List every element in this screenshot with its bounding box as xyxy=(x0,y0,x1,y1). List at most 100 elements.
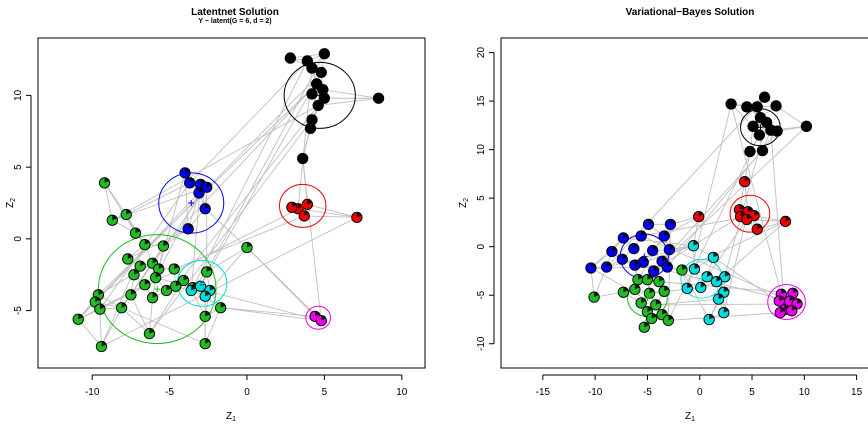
network-edge xyxy=(204,307,222,344)
network-edge xyxy=(220,307,316,317)
network-edge xyxy=(104,182,136,234)
network-edge xyxy=(775,105,807,127)
cluster-center-mark xyxy=(299,202,306,209)
node-wedge xyxy=(649,288,655,294)
network-edge xyxy=(246,247,322,321)
node-wedge xyxy=(189,177,195,183)
node-wedge xyxy=(121,302,127,308)
network-node xyxy=(753,129,765,141)
network-edge xyxy=(174,215,305,270)
cluster-circle-magenta xyxy=(305,305,332,330)
network-node xyxy=(800,120,813,132)
network-node xyxy=(725,98,737,110)
network-edge xyxy=(220,307,322,322)
node-wedge xyxy=(762,145,768,151)
node-wedge xyxy=(623,287,629,293)
network-node xyxy=(184,177,196,189)
chart-title: Variational−Bayes Solution xyxy=(626,7,755,18)
y-axis: -5 0 5 10 xyxy=(13,89,32,315)
cluster-circle-black xyxy=(283,61,356,129)
node-layer xyxy=(72,48,385,353)
network-node xyxy=(774,307,786,319)
network-node xyxy=(658,285,670,297)
node-wedge xyxy=(784,304,790,310)
cluster-circle-layer xyxy=(97,61,356,345)
variational-bayes-panel: Variational−Bayes Solution -15 -10 -5 0 5 10 1… xyxy=(458,7,868,423)
node-wedge xyxy=(644,322,650,328)
network-node xyxy=(301,198,314,211)
network-node xyxy=(588,291,600,303)
cluster-center-mark xyxy=(154,286,161,293)
network-node xyxy=(134,260,146,272)
x-axis-label: Z1 xyxy=(226,411,236,423)
y-axis: -10 -5 0 5 10 15 20 xyxy=(476,47,495,351)
y-tick-label: 0 xyxy=(13,236,24,242)
node-wedge xyxy=(785,216,791,222)
y-tick-label: 10 xyxy=(13,89,24,101)
node-wedge xyxy=(687,283,692,289)
node-wedge xyxy=(304,210,310,216)
network-node xyxy=(304,122,317,135)
y-axis-label: Z2 xyxy=(5,198,17,208)
network-node xyxy=(149,271,162,284)
node-wedge xyxy=(757,224,763,230)
x-axis-label: Z1 xyxy=(685,411,695,423)
node-wedge xyxy=(191,285,197,291)
node-wedge xyxy=(163,240,169,247)
network-node xyxy=(662,314,675,327)
network-node xyxy=(286,201,298,213)
node-wedge xyxy=(746,101,752,107)
network-edge xyxy=(655,298,719,306)
node-wedge xyxy=(206,266,212,272)
node-wedge xyxy=(789,295,795,302)
node-wedge xyxy=(698,211,704,217)
network-node xyxy=(758,91,771,103)
node-wedge xyxy=(647,306,653,312)
node-wedge xyxy=(135,227,141,234)
node-wedge xyxy=(651,313,657,319)
network-node xyxy=(185,284,197,297)
network-edge xyxy=(322,89,379,99)
cluster-center-mark xyxy=(641,253,648,260)
network-node xyxy=(661,261,673,273)
network-edge xyxy=(175,105,319,287)
network-node xyxy=(744,145,756,158)
network-node xyxy=(201,181,213,193)
network-node xyxy=(650,299,662,311)
node-wedge xyxy=(590,262,596,269)
y-tick-label: 10 xyxy=(476,144,487,156)
network-edge xyxy=(663,216,699,237)
plot-area-frame xyxy=(500,37,868,369)
network-node xyxy=(115,302,128,314)
network-node xyxy=(693,210,705,223)
network-edge xyxy=(112,105,319,221)
node-wedge xyxy=(311,88,317,94)
network-node xyxy=(177,274,190,287)
node-wedge xyxy=(112,215,118,221)
network-node xyxy=(201,266,213,278)
node-wedge xyxy=(198,187,204,193)
network-node xyxy=(645,312,658,325)
network-node xyxy=(617,286,630,298)
cluster-circle-magenta xyxy=(767,284,806,320)
node-wedge xyxy=(713,252,719,258)
x-tick-label: 15 xyxy=(851,387,863,398)
node-wedge xyxy=(780,307,786,313)
node-wedge xyxy=(655,299,661,305)
network-node xyxy=(643,287,656,299)
network-node xyxy=(315,66,327,79)
latentnet-panel: Latentnet Solution Y ~ latent(G = 6, d =… xyxy=(5,7,426,423)
network-node xyxy=(779,215,792,228)
cluster-circle-green xyxy=(97,234,217,345)
node-wedge xyxy=(324,48,330,54)
x-tick-label: 5 xyxy=(322,387,328,398)
node-wedge xyxy=(731,98,736,104)
network-edge xyxy=(653,125,807,272)
network-node xyxy=(315,315,327,327)
node-wedge xyxy=(209,285,215,291)
node-wedge xyxy=(670,219,676,225)
node-wedge xyxy=(764,92,770,98)
cluster-center-mark xyxy=(644,295,651,302)
network-node xyxy=(585,262,597,274)
network-node xyxy=(318,48,331,60)
